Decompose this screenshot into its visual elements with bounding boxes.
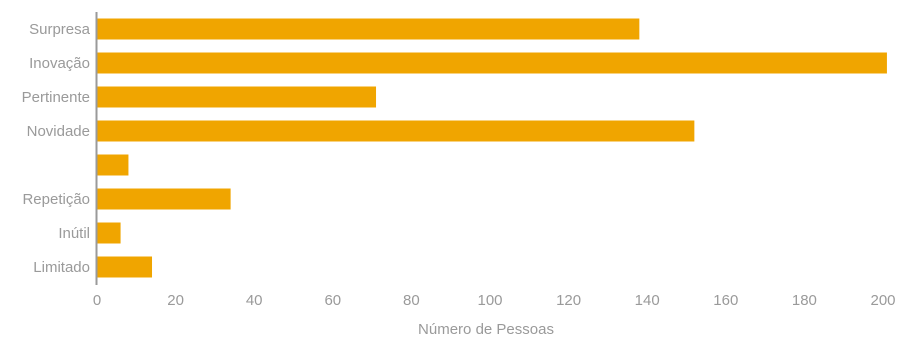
category-label-3: Novidade bbox=[27, 123, 90, 140]
x-tick-label-3: 60 bbox=[324, 292, 341, 309]
x-tick-label-9: 180 bbox=[792, 292, 817, 309]
bar-7 bbox=[97, 256, 153, 278]
category-label-7: Limitado bbox=[33, 259, 90, 276]
x-axis-title: Número de Pessoas bbox=[418, 321, 554, 338]
x-tick-label-2: 40 bbox=[246, 292, 263, 309]
category-label-5: Repetição bbox=[22, 191, 90, 208]
bars-group bbox=[97, 18, 887, 278]
category-label-2: Pertinente bbox=[22, 89, 90, 106]
category-labels: Surpresa Inovação Pertinente Novidade Repeti… bbox=[22, 21, 91, 276]
bar-0 bbox=[97, 18, 640, 40]
x-tick-label-0: 0 bbox=[93, 292, 101, 309]
category-label-0: Surpresa bbox=[29, 21, 91, 38]
x-tick-label-6: 120 bbox=[556, 292, 581, 309]
x-tick-label-4: 80 bbox=[403, 292, 420, 309]
category-label-6: Inútil bbox=[58, 225, 90, 242]
x-tick-label-1: 20 bbox=[167, 292, 184, 309]
x-tick-label-8: 160 bbox=[713, 292, 738, 309]
bar-6 bbox=[97, 222, 121, 244]
x-tick-label-5: 100 bbox=[477, 292, 502, 309]
bar-3 bbox=[97, 120, 695, 142]
bar-4 bbox=[97, 154, 129, 176]
bar-5 bbox=[97, 188, 231, 210]
x-tick-label-7: 140 bbox=[635, 292, 660, 309]
bar-1 bbox=[97, 52, 887, 74]
x-tick-label-10: 200 bbox=[870, 292, 895, 309]
bar-2 bbox=[97, 86, 377, 108]
x-tick-labels: 0 20 40 60 80 100 120 140 160 180 200 bbox=[93, 292, 896, 309]
category-label-1: Inovação bbox=[29, 55, 90, 72]
